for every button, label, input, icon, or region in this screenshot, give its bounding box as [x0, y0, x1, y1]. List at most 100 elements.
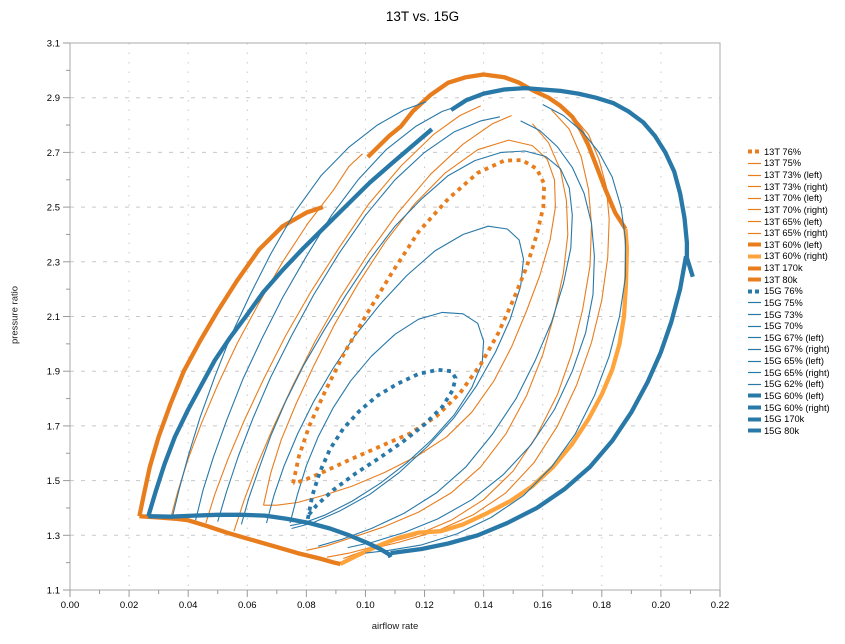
- legend-item-label: 13T 75%: [764, 158, 802, 169]
- series-line-15g-80k: [148, 512, 393, 559]
- legend-item: 15G 67% (left): [748, 332, 830, 344]
- y-tick-label: 2.9: [47, 93, 60, 104]
- legend-item: 13T 170k: [748, 262, 830, 274]
- series-line-15g-75-: [289, 311, 485, 527]
- series-line-15g-62-left-: [171, 101, 427, 520]
- x-tick-label: 0.02: [120, 600, 139, 611]
- legend-marker-line: [748, 254, 761, 259]
- legend-marker-line: [748, 232, 761, 234]
- x-tick-label: 0.20: [652, 600, 671, 611]
- series-line-15g-67-left-: [217, 116, 501, 522]
- series-line-13t-65-left-: [169, 153, 363, 520]
- legend-marker-line: [748, 149, 761, 154]
- legend-item-label: 15G 60% (right): [764, 402, 830, 413]
- series-line-13t-76-: [291, 158, 547, 486]
- legend-item: 13T 76%: [748, 146, 830, 158]
- legend-item-label: 15G 62% (left): [764, 379, 824, 390]
- series-line-15g-60-right-: [390, 255, 689, 556]
- legend-item-label: 15G 170k: [764, 414, 805, 425]
- series-line-13t-70-right-: [326, 109, 593, 558]
- chart-title: 13T vs. 15G: [385, 9, 460, 24]
- legend-item-label: 13T 60% (right): [764, 251, 828, 262]
- x-tick-label: 0.14: [474, 600, 493, 611]
- legend-item-label: 15G 76%: [764, 286, 803, 297]
- legend-item: 13T 75%: [748, 158, 830, 170]
- y-tick-label: 1.9: [47, 367, 60, 378]
- legend-marker-line: [748, 197, 761, 199]
- y-tick-label: 1.5: [47, 476, 60, 487]
- legend-marker-line: [748, 325, 761, 327]
- legend-item-label: 15G 67% (right): [764, 344, 830, 355]
- legend-item-label: 13T 65% (left): [764, 216, 823, 227]
- legend-item-label: 13T 73% (left): [764, 170, 823, 181]
- legend-item: 15G 62% (left): [748, 379, 830, 391]
- y-tick-label: 2.3: [47, 257, 60, 268]
- x-tick-label: 0.00: [61, 600, 80, 611]
- legend: 13T 76% 13T 75% 13T 73% (left) 13T 73% (rig…: [748, 146, 830, 437]
- legend-marker-line: [748, 417, 761, 422]
- y-tick-label: 1.3: [47, 531, 60, 542]
- legend-marker-line: [748, 266, 761, 271]
- legend-marker-line: [748, 428, 761, 433]
- legend-marker-line: [748, 186, 761, 188]
- legend-item-label: 13T 65% (right): [764, 228, 828, 239]
- legend-item: 13T 70% (right): [748, 204, 830, 216]
- y-tick-label: 3.1: [47, 39, 60, 50]
- legend-item: 13T 80k: [748, 274, 830, 286]
- legend-item: 13T 70% (left): [748, 193, 830, 205]
- legend-item: 15G 67% (right): [748, 344, 830, 356]
- series-line-15g-65-right-: [365, 104, 627, 554]
- x-tick-label: 0.16: [533, 600, 552, 611]
- legend-item: 15G 73%: [748, 309, 830, 321]
- legend-item: 15G 76%: [748, 286, 830, 298]
- y-tick-label: 2.7: [47, 148, 60, 159]
- x-tick-label: 0.04: [179, 600, 198, 611]
- legend-item-label: 13T 76%: [764, 146, 802, 157]
- legend-item-label: 15G 70%: [764, 321, 803, 332]
- x-tick-label: 0.12: [415, 600, 434, 611]
- legend-item: 13T 65% (left): [748, 216, 830, 228]
- legend-marker-line: [748, 242, 761, 247]
- legend-item-label: 15G 73%: [764, 309, 803, 320]
- legend-marker-line: [748, 220, 761, 223]
- y-tick-label: 1.1: [47, 586, 60, 597]
- legend-marker-line: [748, 383, 761, 385]
- y-tick-label: 2.1: [47, 312, 60, 323]
- legend-item: 15G 65% (left): [748, 355, 830, 367]
- legend-item-label: 13T 73% (right): [764, 181, 828, 192]
- legend-marker-line: [748, 209, 761, 211]
- x-axis-title: airflow rate: [371, 621, 419, 632]
- legend-item: 13T 65% (right): [748, 227, 830, 239]
- legend-marker-line: [748, 174, 761, 176]
- legend-item: 15G 170k: [748, 413, 830, 425]
- series-line-15g-73-: [265, 225, 525, 530]
- legend-marker-line: [748, 372, 761, 374]
- legend-marker-line: [748, 302, 761, 304]
- x-tick-label: 0.08: [297, 600, 316, 611]
- legend-item-label: 15G 67% (left): [764, 332, 824, 343]
- legend-marker-line: [748, 162, 761, 165]
- legend-item-label: 15G 80k: [764, 425, 800, 436]
- legend-item: 15G 65% (right): [748, 367, 830, 379]
- series-line-15g-76-: [305, 367, 458, 520]
- legend-item: 15G 75%: [748, 297, 830, 309]
- series-line-13t-60-left-: [137, 205, 324, 517]
- legend-marker-line: [748, 313, 761, 316]
- legend-item-label: 15G 75%: [764, 297, 803, 308]
- legend-item-label: 15G 60% (left): [764, 390, 824, 401]
- series-line-13t-60-right-: [339, 228, 630, 566]
- legend-marker-line: [748, 289, 761, 294]
- series-line-15g-60-left-: [146, 127, 434, 517]
- series-line-13t-73-right-: [306, 123, 569, 551]
- legend-marker-line: [748, 277, 761, 282]
- legend-item-label: 13T 70% (right): [764, 204, 828, 215]
- legend-item: 13T 73% (right): [748, 181, 830, 193]
- x-tick-label: 0.06: [238, 600, 257, 611]
- series-line-15g-170k: [449, 85, 695, 278]
- series-line-13t-65-right-: [343, 115, 610, 560]
- legend-item: 15G 70%: [748, 320, 830, 332]
- legend-marker-line: [748, 348, 761, 351]
- series-line-15g-67-right-: [347, 120, 595, 549]
